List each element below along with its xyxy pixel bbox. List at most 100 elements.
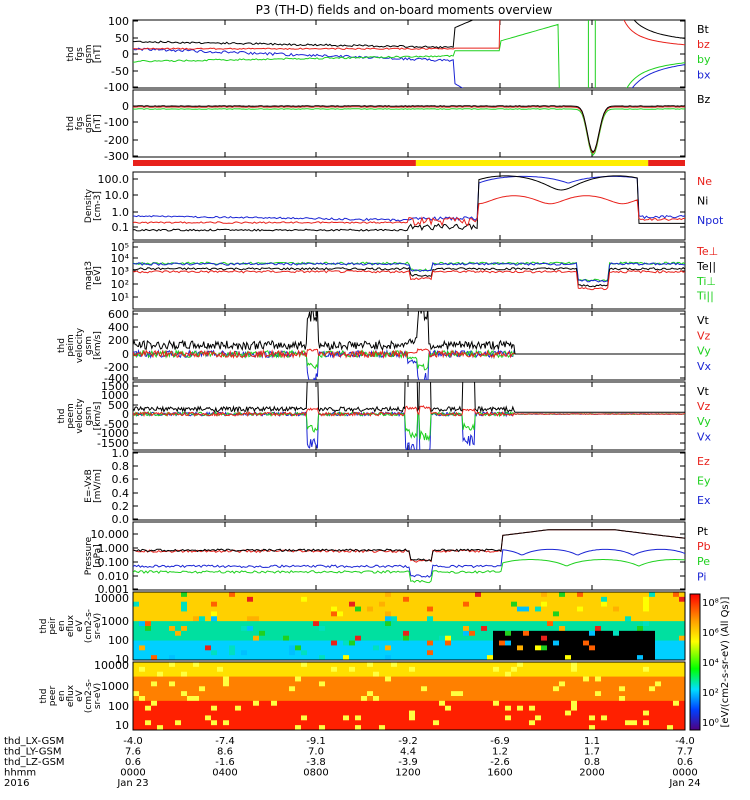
spectrogram-cell — [265, 715, 272, 721]
spectrogram-cell — [637, 650, 644, 656]
spectrogram-cell — [451, 710, 458, 716]
spectrogram-cell — [205, 676, 212, 682]
spectrogram-cell — [667, 611, 674, 617]
spectrogram-cell — [673, 686, 680, 692]
spectrogram-cell — [463, 715, 470, 721]
spectrogram-cell — [343, 705, 350, 712]
spectrogram-cell — [205, 630, 212, 637]
spectrogram-cell — [349, 596, 356, 603]
spectrogram-cell — [607, 662, 614, 668]
spectrogram-cell — [643, 671, 650, 678]
spectrogram-cell — [151, 650, 158, 656]
spectrogram-cell — [307, 630, 314, 637]
spectrogram-cell — [565, 715, 572, 721]
spectrogram-cell — [157, 626, 164, 632]
spectrogram-cell — [463, 596, 470, 603]
spectrogram-cell — [661, 611, 668, 617]
spectrogram-cell — [475, 630, 482, 637]
spectrogram-cell — [631, 616, 638, 622]
spectrogram-cell — [511, 650, 518, 656]
spectrogram-cell — [577, 640, 584, 646]
spectrogram-cell — [247, 611, 254, 617]
legend-entry: Ex — [697, 494, 711, 507]
spectrogram-cell — [187, 696, 194, 702]
spectrogram-cell — [157, 666, 164, 673]
spectrogram-cell — [469, 626, 476, 632]
spectrogram-cell — [235, 645, 242, 651]
spectrogram-cell — [211, 630, 218, 637]
spectrogram-cell — [319, 596, 326, 603]
spectrogram-cell — [151, 611, 158, 617]
spectrogram-cell — [457, 650, 464, 656]
spectrogram-cell — [421, 596, 428, 603]
y-axis-label: [cm-3] — [93, 191, 103, 221]
spectrogram-cell — [367, 666, 374, 673]
spectrogram-cell — [607, 616, 614, 622]
spectrogram-cell — [193, 621, 200, 627]
spectrogram-cell — [241, 662, 248, 668]
spectrogram-cell — [337, 601, 344, 608]
spectrogram-cell — [337, 710, 344, 716]
spectrogram-cell — [205, 626, 212, 632]
spectrogram-cell — [613, 671, 620, 678]
spectrogram-cell — [259, 671, 266, 678]
spectrogram-cell — [565, 635, 572, 642]
spectrogram-cell — [451, 700, 458, 707]
spectrogram-cell — [385, 691, 392, 697]
spectrogram-cell — [259, 645, 266, 651]
spectrogram-cell — [175, 686, 182, 692]
spectrogram-cell — [379, 630, 386, 637]
spectrogram-cell — [379, 611, 386, 617]
spectrogram-cell — [445, 616, 452, 622]
spectrogram-cell — [385, 635, 392, 642]
spectrogram-cell — [601, 681, 608, 687]
spectrogram-cell — [349, 635, 356, 642]
spectrogram-cell — [379, 601, 386, 608]
spectrogram-cell — [361, 666, 368, 673]
spectrogram-cell — [481, 681, 488, 687]
spectrogram-cell — [553, 710, 560, 716]
spectrogram-cell — [331, 725, 338, 731]
spectrogram-cell — [247, 666, 254, 673]
x-tick-label: 7.0 — [308, 747, 324, 758]
spectrogram-cell — [205, 725, 212, 731]
spectrogram-cell — [589, 676, 596, 682]
spectrogram-cell — [475, 676, 482, 682]
spectrogram-cell — [541, 686, 548, 692]
spectrogram-cell — [325, 671, 332, 678]
spectrogram-cell — [199, 705, 206, 712]
spectrogram-cell — [643, 710, 650, 716]
spectrogram-cell — [397, 676, 404, 682]
series-by — [133, 108, 685, 156]
spectrogram-cell — [319, 696, 326, 702]
spectrogram-cell — [445, 592, 452, 598]
spectrogram-cell — [631, 666, 638, 673]
spectrogram-cell — [283, 596, 290, 603]
spectrogram-cell — [145, 606, 152, 612]
spectrogram-cell — [511, 700, 518, 707]
x-tick-label: -3.9 — [398, 757, 418, 768]
x-tick-label: 0400 — [212, 768, 237, 779]
spectrogram-cell — [649, 592, 656, 598]
spectrogram-cell — [301, 715, 308, 721]
spectrogram-cell — [541, 725, 548, 731]
spectrogram-cell — [475, 696, 482, 702]
spectrogram-cell — [637, 666, 644, 673]
spectrogram-cell — [235, 720, 242, 726]
spectrogram-cell — [439, 725, 446, 731]
spectrogram-cell — [547, 606, 554, 612]
spectrogram-cell — [187, 621, 194, 627]
spectrogram-cell — [589, 710, 596, 716]
spectrogram-cell — [319, 655, 326, 661]
spectrogram-cell — [265, 686, 272, 692]
series-bz-black — [133, 105, 685, 153]
spectrogram-cell — [151, 686, 158, 692]
spectrogram-cell — [295, 705, 302, 712]
y-tick-label: 100 — [108, 700, 129, 713]
spectrogram-cell — [145, 671, 152, 678]
spectrogram-cell — [325, 592, 332, 598]
spectrogram-cell — [307, 686, 314, 692]
